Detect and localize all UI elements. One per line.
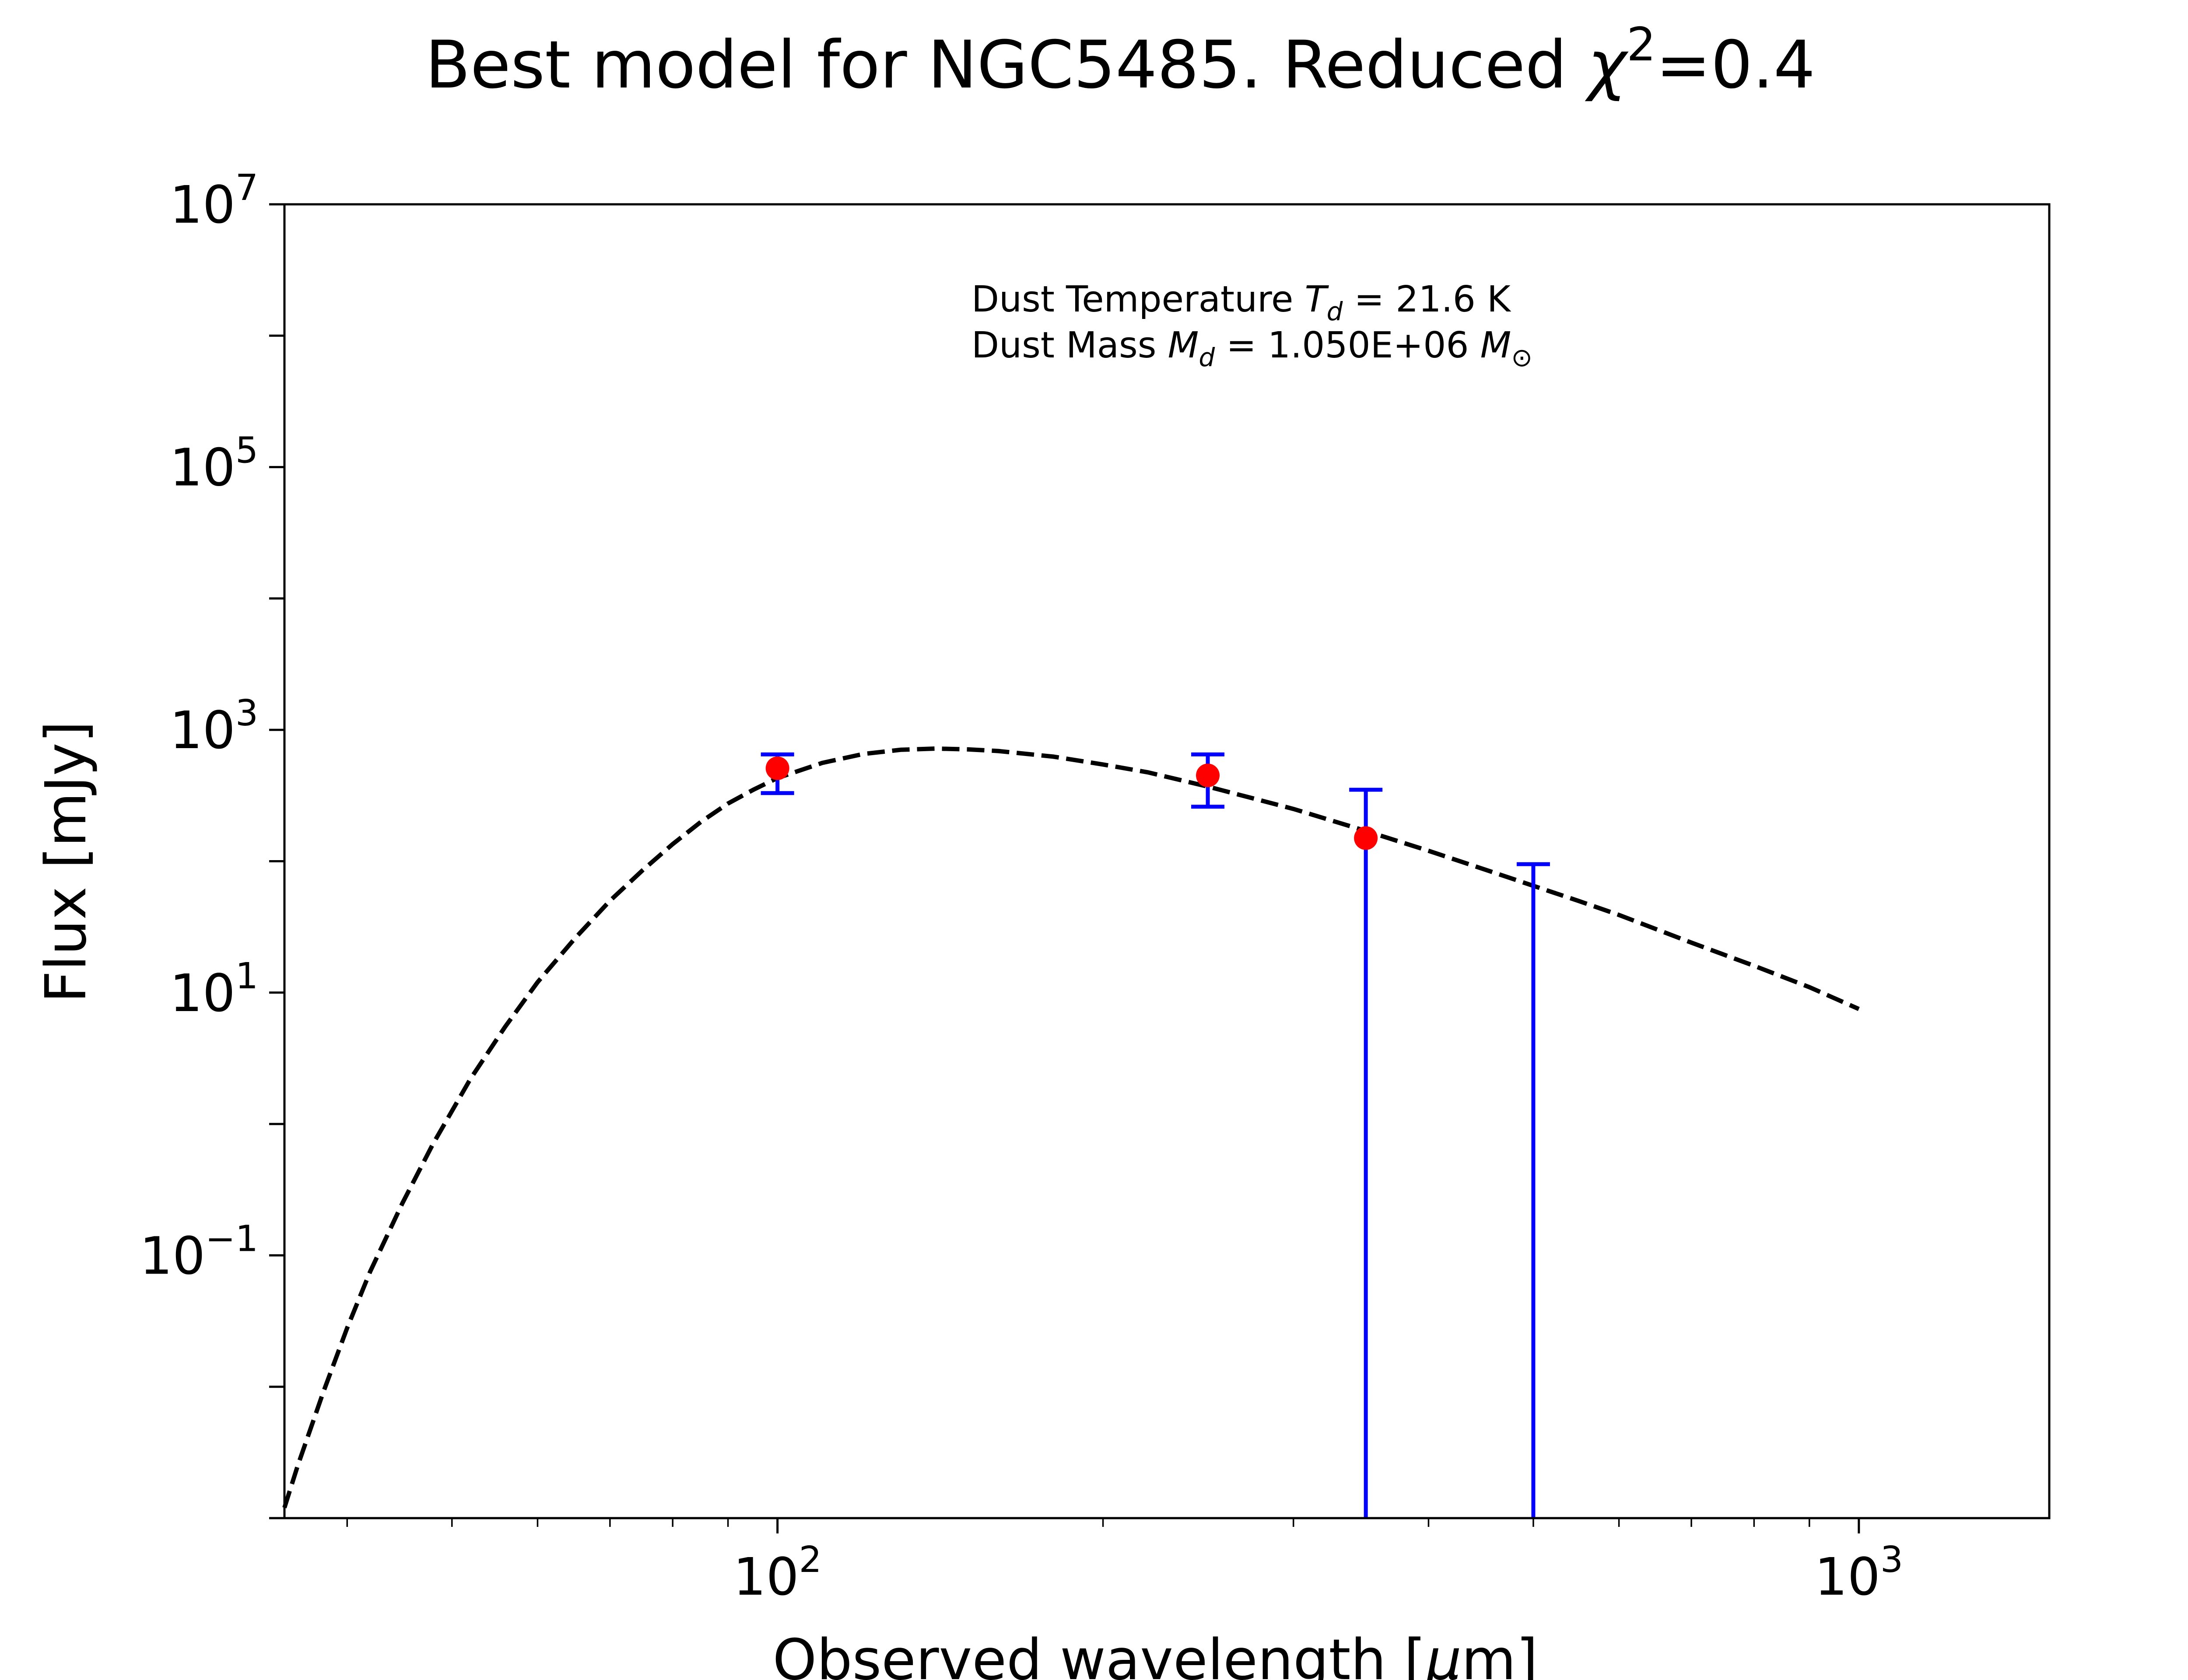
- y-tick-label: 101: [170, 956, 258, 1023]
- solar-mass-symbol: M: [1480, 325, 1511, 366]
- y-tick-label: 10−1: [140, 1218, 258, 1286]
- model-curve-layer: [282, 746, 1860, 1508]
- mass-prefix: Dust Mass: [971, 325, 1168, 366]
- title-exponent: 2: [1627, 18, 1656, 71]
- axis-ticks: [269, 203, 1860, 1533]
- data-point: [765, 756, 789, 780]
- chart-title: Best model for NGC5485. Reduced χ2=0.4: [425, 18, 1815, 103]
- data-points-layer: [761, 752, 1550, 1518]
- solar-mass-subscript: ⊙: [1511, 343, 1532, 372]
- plot-frame: [283, 203, 2051, 1519]
- y-tick-label: 107: [170, 167, 258, 235]
- mass-subscript: d: [1199, 343, 1215, 372]
- mass-value: = 1.050E+06: [1215, 325, 1480, 366]
- title-chi-symbol: χ: [1585, 27, 1629, 103]
- dust-temperature-annotation: Dust Temperature Td = 21.6 K: [971, 279, 1511, 326]
- temp-value: = 21.6 K: [1343, 279, 1511, 320]
- title-value: =0.4: [1656, 27, 1815, 103]
- x-tick-label: 102: [733, 1539, 822, 1607]
- x-axis-label: Observed wavelength [μm]: [773, 1628, 1538, 1680]
- temp-subscript: d: [1327, 297, 1343, 326]
- x-label-main: Observed wavelength [: [773, 1628, 1426, 1680]
- x-tick-label: 103: [1815, 1539, 1903, 1607]
- model-curve: [282, 746, 1860, 1508]
- x-label-end: m]: [1462, 1628, 1538, 1680]
- title-main: Best model for NGC5485. Reduced: [425, 27, 1588, 103]
- temp-prefix: Dust Temperature: [971, 279, 1305, 320]
- x-label-mu: μ: [1425, 1628, 1461, 1680]
- data-point: [1196, 763, 1220, 788]
- y-axis-label: Flux [mJy]: [34, 721, 99, 1003]
- temp-symbol: T: [1305, 279, 1329, 320]
- y-tick-label: 103: [170, 693, 258, 760]
- axis-tick-labels: 102 103 10−1 101 103 105 107: [140, 167, 1903, 1607]
- mass-symbol: M: [1168, 325, 1199, 366]
- dust-mass-annotation: Dust Mass Md = 1.050E+06 M⊙: [971, 325, 1532, 372]
- data-point: [1354, 826, 1378, 850]
- y-tick-label: 105: [170, 430, 258, 498]
